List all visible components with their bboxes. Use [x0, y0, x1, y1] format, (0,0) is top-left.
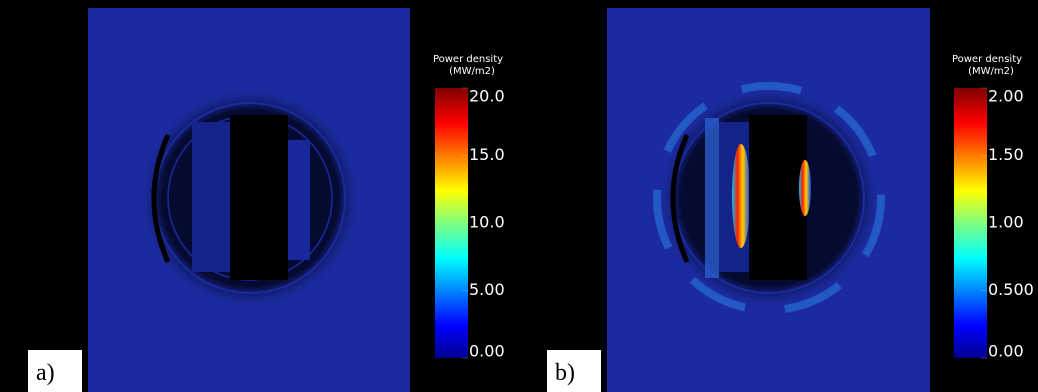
colorbar-tick-label: 10.0 — [469, 213, 505, 232]
label-box — [28, 350, 82, 392]
hot-spot — [799, 160, 811, 216]
colorbar-title: Power density — [952, 54, 1022, 65]
label-box — [547, 350, 601, 392]
colorbar-units: (MW/m2) — [449, 66, 495, 77]
panel-region — [705, 118, 719, 278]
colorbar-tick-label: 0.500 — [988, 280, 1034, 299]
arc — [670, 133, 690, 264]
panel: Power density (MW/m2) b) 0.00 0.500 1.00 1.… — [519, 0, 1038, 392]
hot-spot — [732, 144, 750, 248]
colorbar-tick-label: 2.00 — [988, 87, 1024, 106]
colorbar-tick-label: 0.00 — [469, 342, 505, 361]
colorbar-title: Power density — [433, 54, 503, 65]
panel-region — [288, 140, 310, 260]
colorbar-tick-label: 1.50 — [988, 145, 1024, 164]
panel-label: b) — [555, 360, 575, 386]
colorbar — [954, 88, 987, 358]
colorbar-tick-label: 5.00 — [469, 280, 505, 299]
shadow — [749, 115, 807, 280]
panel: Power density (MW/m2) a) 0.00 5.00 10.0 15.… — [0, 0, 519, 392]
colorbar-tick-label: 15.0 — [469, 145, 505, 164]
panel-label: a) — [36, 360, 55, 386]
glow-ring — [653, 82, 885, 314]
shadow — [230, 115, 288, 280]
arc — [151, 133, 171, 264]
panel-region — [192, 122, 230, 272]
colorbar-tick-label: 0.00 — [988, 342, 1024, 361]
colorbar-tick-label: 20.0 — [469, 87, 505, 106]
colorbar-tick-label: 1.00 — [988, 213, 1024, 232]
colorbar-units: (MW/m2) — [968, 66, 1014, 77]
colorbar — [435, 88, 468, 358]
